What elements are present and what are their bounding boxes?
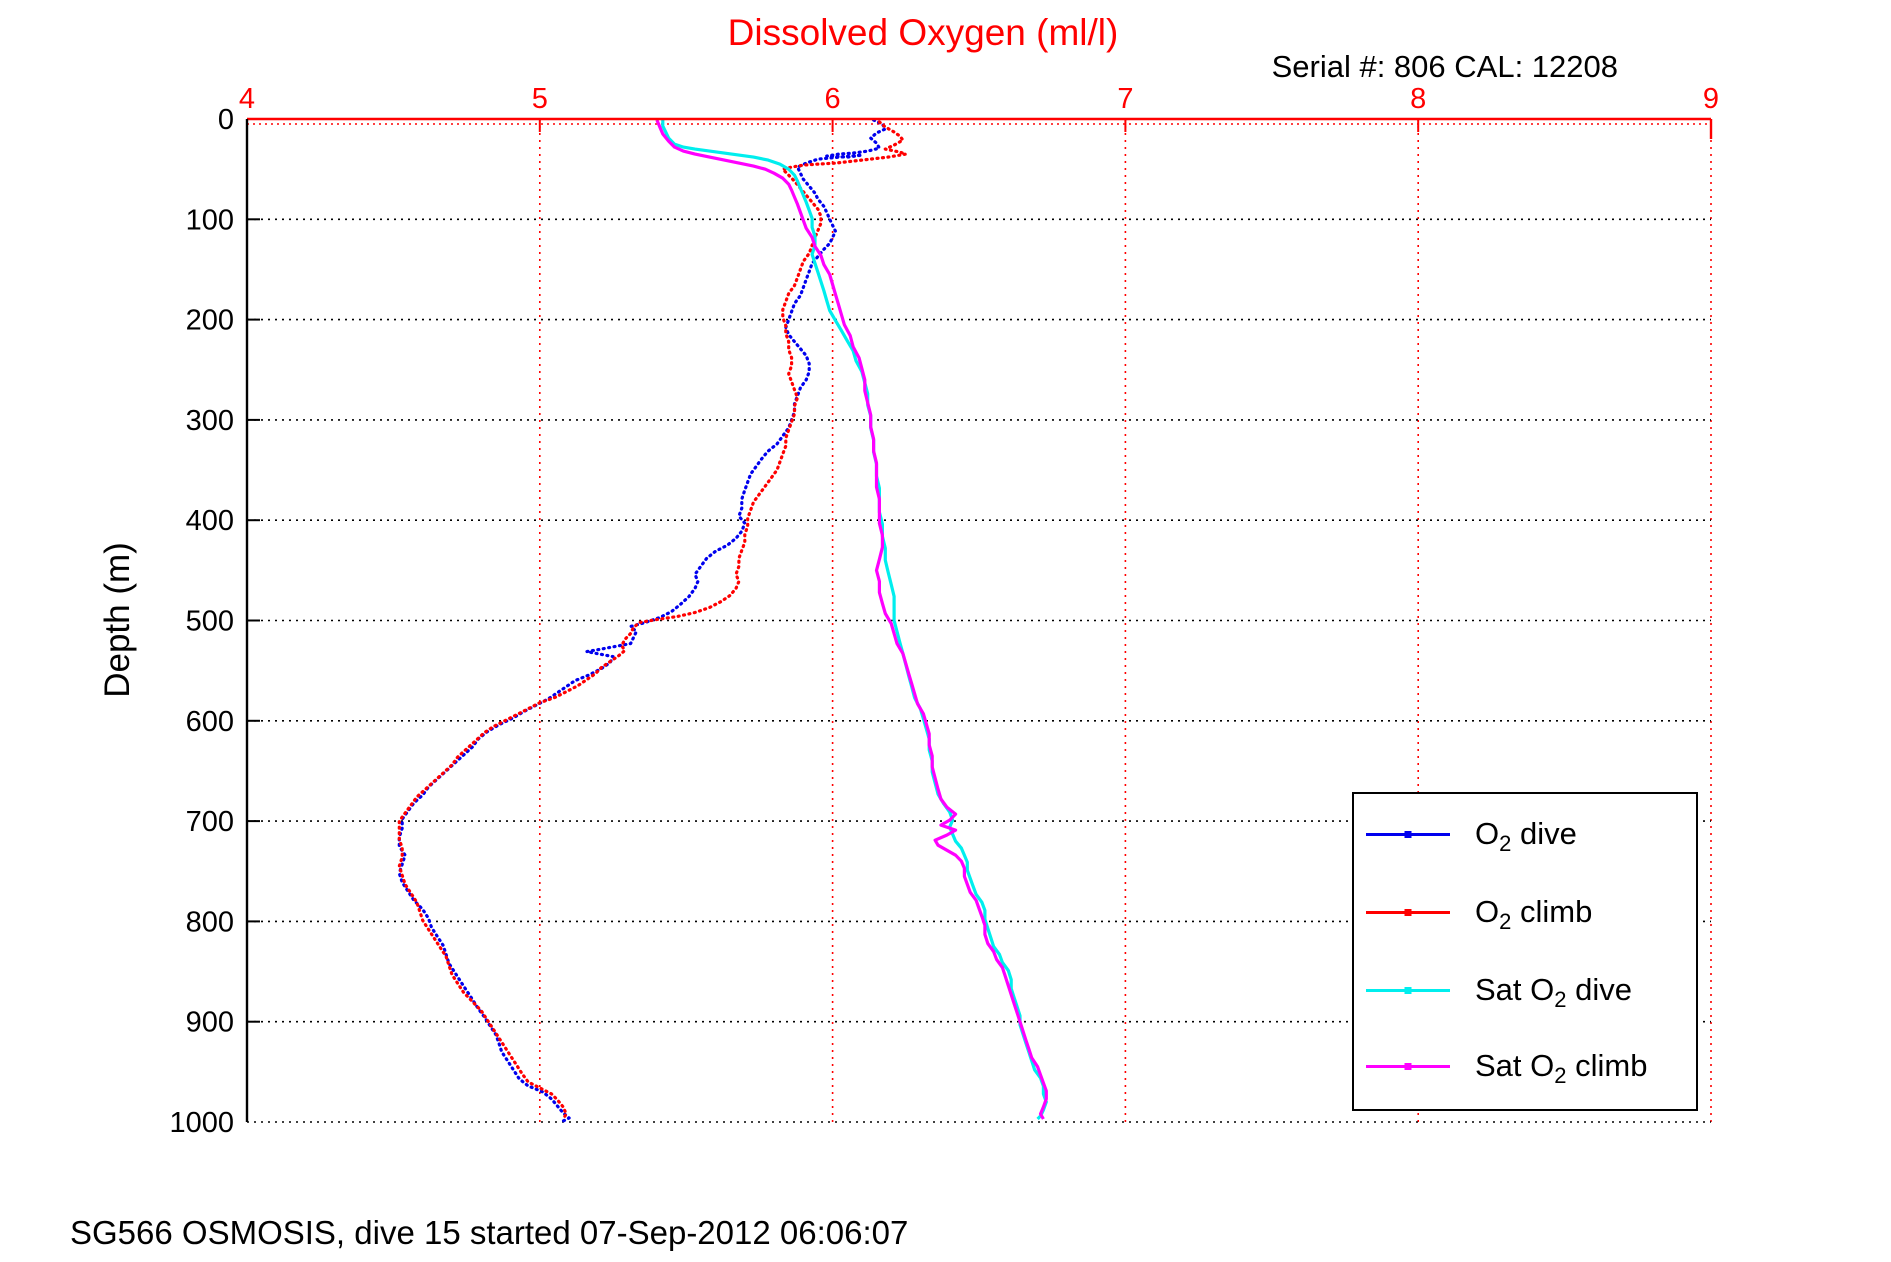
- legend-item-o2-climb: O2 climb: [1354, 886, 1592, 938]
- legend-line-sat-o2-climb: [1366, 1062, 1450, 1070]
- legend-item-sat-o2-climb: Sat O2 climb: [1354, 1040, 1647, 1092]
- serial-cal-label: Serial #: 806 CAL: 12208: [1271, 49, 1618, 84]
- svg-text:6: 6: [825, 83, 841, 115]
- svg-text:5: 5: [532, 83, 548, 115]
- caption: SG566 OSMOSIS, dive 15 started 07-Sep-20…: [70, 1214, 909, 1251]
- series-sat-o2-climb: [655, 119, 1048, 1120]
- legend-label-o2-climb: O2 climb: [1475, 894, 1593, 935]
- svg-text:900: 900: [186, 1007, 234, 1039]
- svg-text:7: 7: [1117, 83, 1133, 115]
- legend-label-sat-o2-dive: Sat O2 dive: [1475, 972, 1632, 1013]
- legend: O2 dive O2 climb Sat O2 dive Sat O2 clim…: [1352, 792, 1698, 1111]
- legend-label-sat-o2-climb: Sat O2 climb: [1475, 1048, 1648, 1089]
- svg-text:200: 200: [186, 305, 234, 337]
- svg-text:700: 700: [186, 806, 234, 838]
- svg-text:500: 500: [186, 606, 234, 638]
- legend-line-o2-climb: [1366, 908, 1450, 916]
- svg-text:400: 400: [186, 505, 234, 537]
- svg-text:100: 100: [186, 204, 234, 236]
- legend-item-o2-dive: O2 dive: [1354, 808, 1577, 860]
- svg-text:300: 300: [186, 405, 234, 437]
- legend-label-o2-dive: O2 dive: [1475, 816, 1577, 857]
- svg-text:4: 4: [239, 83, 255, 115]
- svg-text:8: 8: [1410, 83, 1426, 115]
- legend-line-o2-dive: [1366, 830, 1450, 838]
- svg-text:800: 800: [186, 906, 234, 938]
- series-o2-dive: [397, 118, 887, 1123]
- svg-text:1000: 1000: [169, 1107, 234, 1139]
- legend-line-sat-o2-dive: [1366, 986, 1450, 994]
- axis-ticks: 4 5 6 7 8 9 0 100 200 300 400 500 600 700 800 900 1000: [169, 83, 1719, 1139]
- svg-text:9: 9: [1703, 83, 1719, 115]
- series-o2-climb: [397, 120, 908, 1121]
- data-series: [397, 118, 1048, 1123]
- legend-item-sat-o2-dive: Sat O2 dive: [1354, 964, 1632, 1016]
- svg-text:0: 0: [218, 104, 234, 136]
- svg-text:600: 600: [186, 706, 234, 738]
- chart-title: Dissolved Oxygen (ml/l): [727, 12, 1119, 53]
- series-sat-o2-dive: [661, 120, 1048, 1121]
